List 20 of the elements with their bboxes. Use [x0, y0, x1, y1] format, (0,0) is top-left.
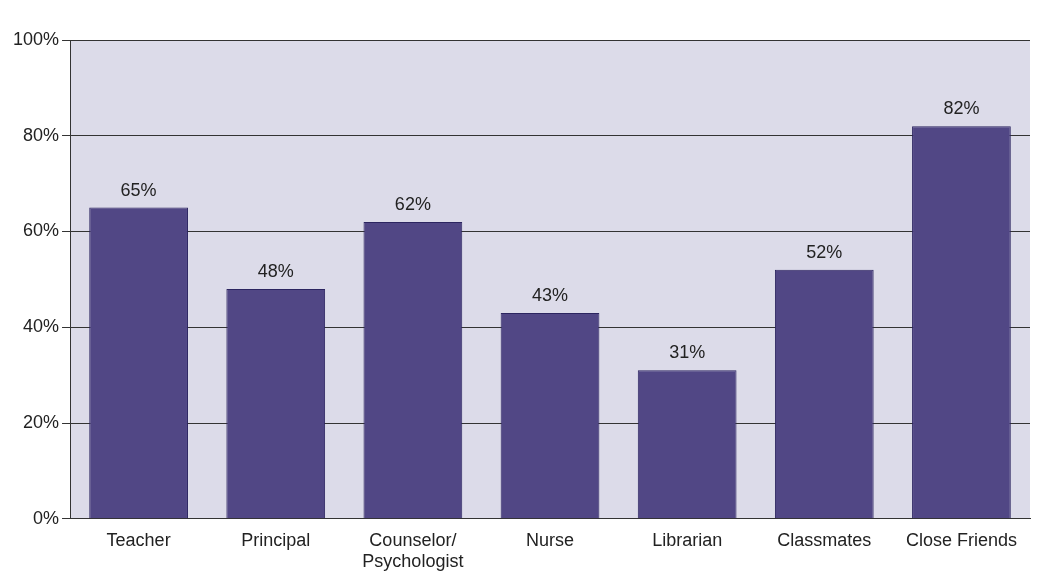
y-tick-label: 20% [23, 412, 60, 433]
x-tick-label: Counselor/ Psychologist [362, 529, 464, 572]
x-tick-label: Principal [241, 529, 311, 550]
y-tick-label: 40% [23, 316, 60, 337]
data-label: 62% [394, 193, 431, 214]
data-label: 65% [120, 179, 157, 200]
y-tick-label: 100% [12, 28, 60, 49]
x-tick-label: Nurse [526, 529, 575, 550]
x-tick-label: Teacher [106, 529, 171, 550]
y-tick-label: 60% [23, 220, 60, 241]
y-tick-label: 0% [33, 507, 60, 528]
data-label: 48% [257, 260, 294, 281]
x-tick-label: Close Friends [905, 529, 1017, 550]
data-label: 43% [532, 284, 569, 305]
y-tick-label: 80% [23, 124, 60, 145]
x-tick-label: Classmates [777, 529, 872, 550]
x-tick-label: Librarian [652, 529, 723, 550]
data-label: 31% [669, 342, 706, 363]
data-label: 82% [943, 98, 980, 119]
data-label: 52% [806, 241, 843, 262]
